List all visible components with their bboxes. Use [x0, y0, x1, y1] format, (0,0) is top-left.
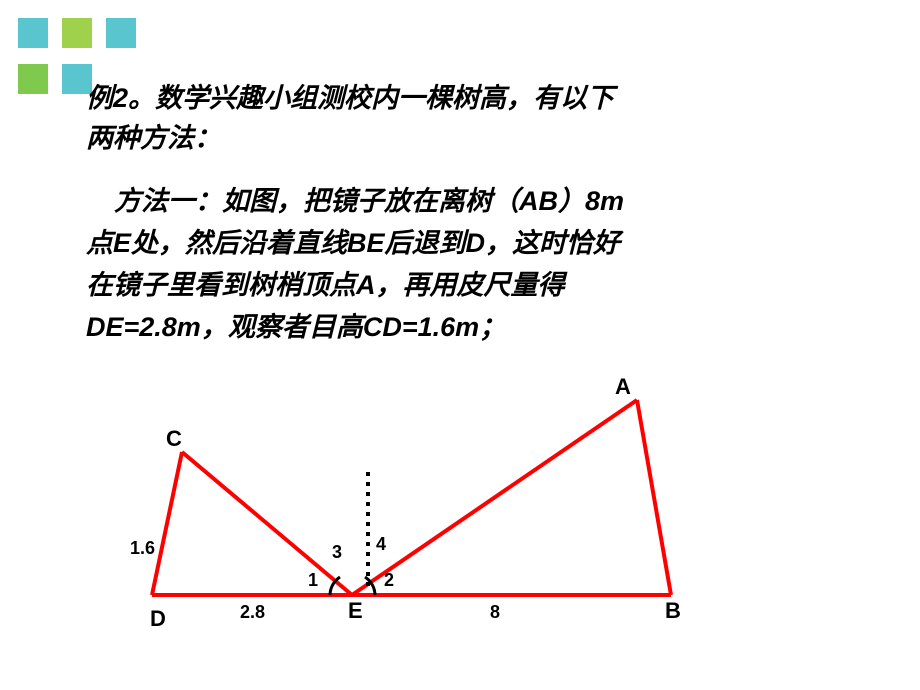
square-green-2: [18, 64, 48, 94]
measure-eb: 8: [490, 602, 500, 623]
geometry-diagram: A B C D E 1 2 3 4 1.6 2.8 8: [130, 380, 750, 640]
m-de: DE=2.8m: [86, 312, 201, 342]
angle-4: 4: [376, 534, 386, 555]
m-mid4: 后退到: [385, 228, 466, 258]
square-teal-2: [106, 18, 136, 48]
m-mid7: ，观察者目高: [201, 312, 363, 342]
square-teal-1: [18, 18, 48, 48]
m-a1: A: [356, 270, 376, 300]
label-D: D: [150, 606, 166, 632]
m-dist: 8m: [585, 186, 624, 216]
label-B: B: [665, 598, 681, 624]
m-mid6: ，再用皮尺量得: [376, 270, 565, 300]
label-A: A: [615, 374, 631, 400]
m-mid3: 处，然后沿着直线: [131, 228, 347, 258]
m-be: BE: [347, 228, 385, 258]
m-mid2: 点: [86, 228, 113, 258]
measure-cd: 1.6: [130, 538, 155, 559]
title-line2: 两种方法：: [86, 123, 221, 153]
angle-3: 3: [332, 542, 342, 563]
m-end: ；: [479, 312, 506, 342]
measure-de: 2.8: [240, 602, 265, 623]
method-text: 方法一：如图，把镜子放在离树（AB）8m 点E处，然后沿着直线BE后退到D，这时恰…: [86, 180, 870, 348]
label-C: C: [166, 426, 182, 452]
label-E: E: [348, 598, 363, 624]
m-prefix: 方法一：如图，把镜子放在离树（: [114, 186, 519, 216]
m-d1: D: [466, 228, 486, 258]
squares-row-1: [18, 18, 136, 48]
angle-1: 1: [308, 570, 318, 591]
title-line1: 例2。数学兴趣小组测校内一棵树高，有以下: [86, 83, 614, 113]
m-ab: AB: [519, 186, 558, 216]
m-mid5a: ，这时恰好: [485, 228, 620, 258]
m-mid5b: 在镜子里看到树梢顶点: [86, 270, 356, 300]
angle-2: 2: [384, 570, 394, 591]
example-title: 例2。数学兴趣小组测校内一棵树高，有以下 两种方法：: [86, 78, 870, 158]
m-e1: E: [113, 228, 131, 258]
m-cd: CD=1.6m: [363, 312, 479, 342]
content-area: 例2。数学兴趣小组测校内一棵树高，有以下 两种方法： 方法一：如图，把镜子放在离…: [86, 78, 870, 348]
diagram-svg: [130, 380, 750, 640]
m-mid1: ）: [558, 186, 585, 216]
square-green-1: [62, 18, 92, 48]
